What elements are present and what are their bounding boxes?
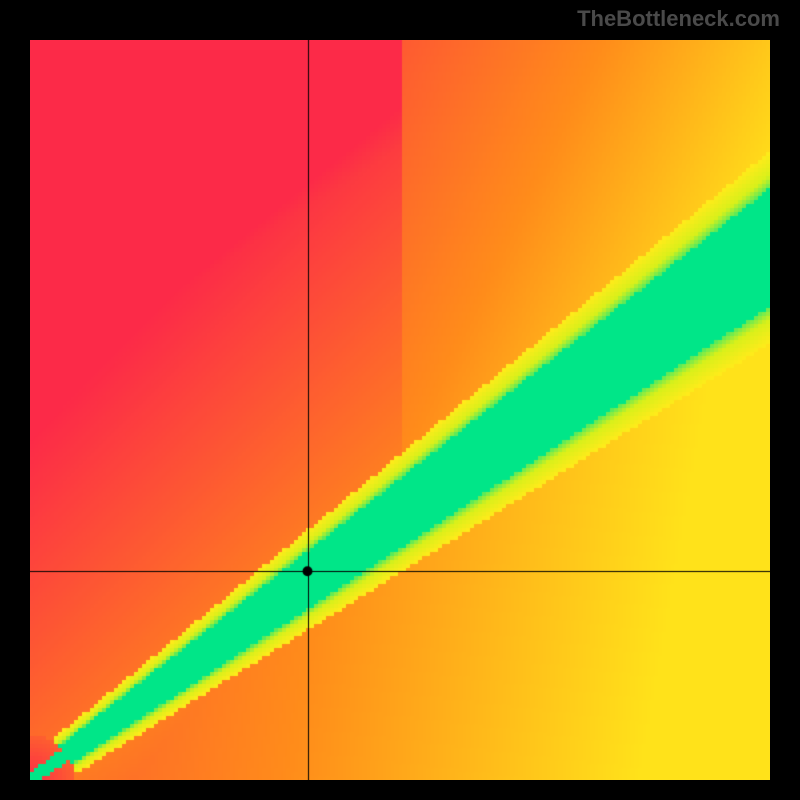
heatmap-area: [30, 40, 770, 780]
watermark-text: TheBottleneck.com: [577, 6, 780, 32]
chart-container: TheBottleneck.com: [0, 0, 800, 800]
heatmap-canvas: [30, 40, 770, 780]
